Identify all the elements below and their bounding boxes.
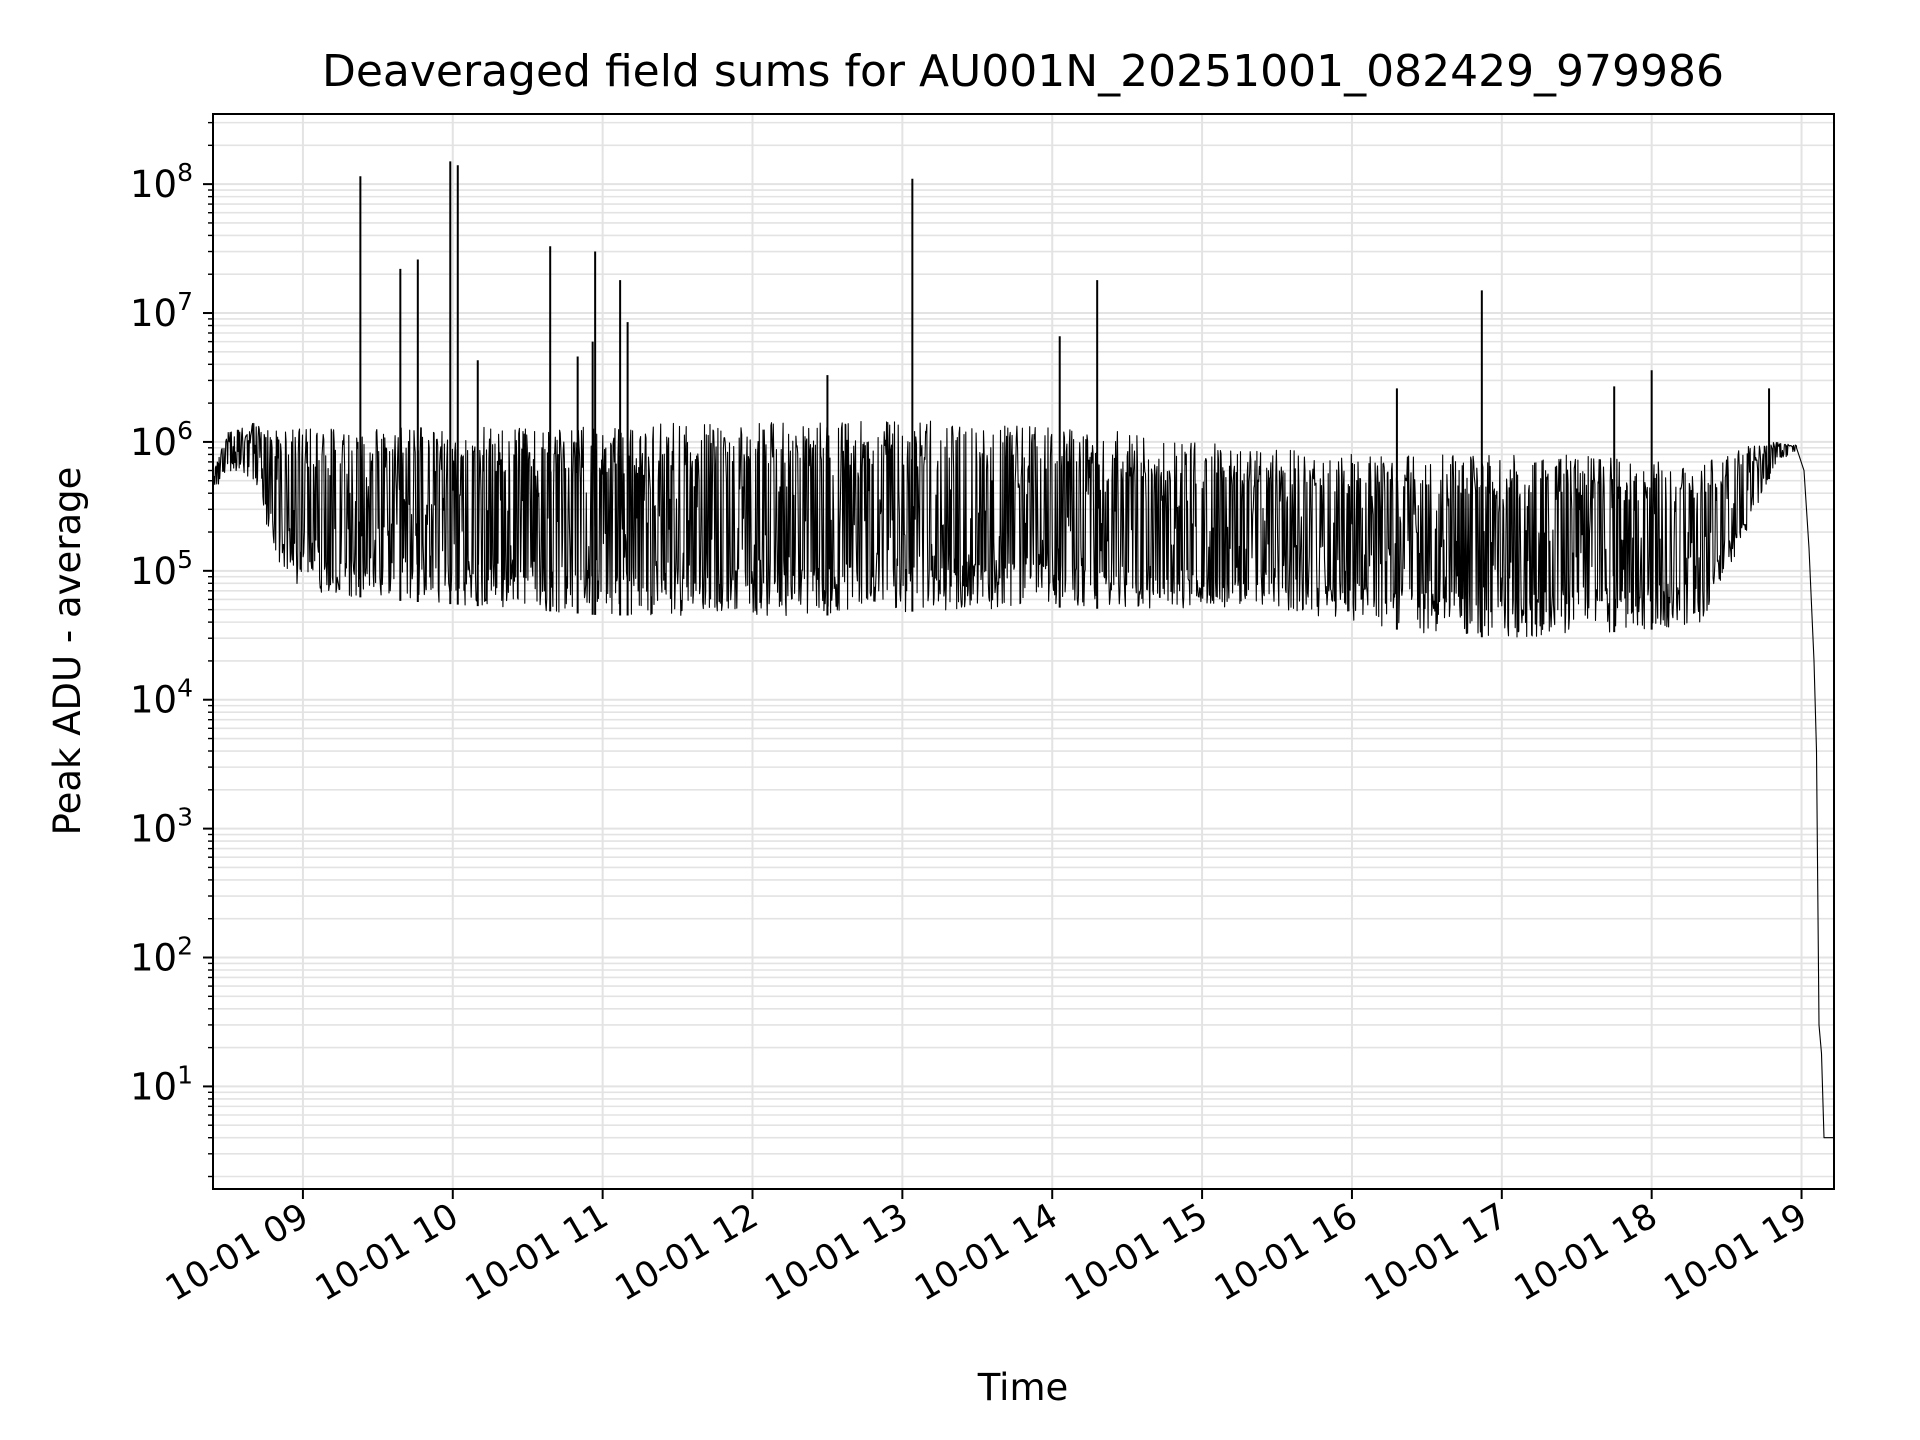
plot-frame <box>212 113 1835 1190</box>
y-tick-label: 108 <box>130 158 193 206</box>
chart-title: Deaveraged field sums for AU001N_2025100… <box>322 46 1724 97</box>
y-tick-label: 101 <box>130 1060 193 1108</box>
y-tick-label: 103 <box>130 803 193 851</box>
y-tick-label: 105 <box>130 545 193 593</box>
y-tick-label: 106 <box>130 416 193 464</box>
series-line <box>212 161 1834 1139</box>
axis-ticks <box>203 121 1803 1199</box>
y-axis-label: Peak ADU - average <box>46 467 89 836</box>
y-tick-label: 107 <box>130 287 193 335</box>
grid <box>213 114 1834 1189</box>
y-tick-label: 102 <box>130 932 193 980</box>
y-tick-labels: 101 102 103 104 105 106 107 108 <box>130 158 193 1108</box>
x-axis-label: Time <box>977 1366 1069 1409</box>
y-tick-label: 104 <box>130 674 193 722</box>
